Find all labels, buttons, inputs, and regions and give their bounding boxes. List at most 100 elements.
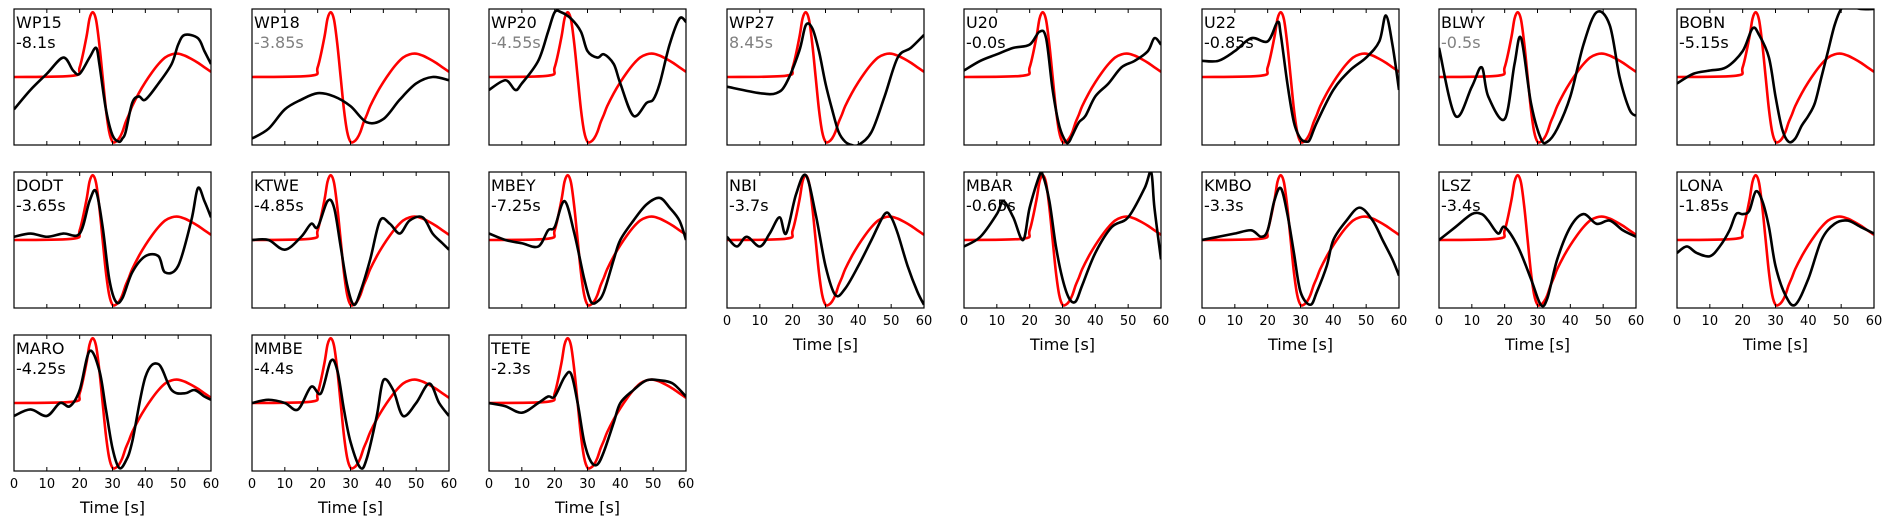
synthetic-trace (14, 173, 211, 307)
synthetic-trace (14, 10, 211, 144)
x-tick-label: 40 (1325, 314, 1342, 329)
panel-maro: MARO-4.25s 0 10 20 30 40 50 60 Time [s] (10, 334, 220, 517)
x-tick-label: 10 (39, 477, 56, 492)
x-tick-label: 10 (514, 477, 531, 492)
x-tick-label: 60 (441, 477, 458, 492)
x-tick-label: 30 (104, 477, 121, 492)
x-tick-label: 60 (1628, 314, 1645, 329)
time-shift-label: -3.4s (1441, 196, 1481, 215)
panel-wp18: WP18-3.85s (251, 8, 450, 146)
station-label: BLWY (1441, 13, 1485, 32)
observed-trace (252, 198, 449, 307)
observed-trace (1202, 186, 1399, 307)
x-tick-label: 40 (1562, 314, 1579, 329)
x-tick-label: 60 (1153, 314, 1170, 329)
observed-trace (252, 75, 449, 140)
observed-trace (489, 9, 686, 118)
station-label: WP27 (729, 13, 775, 32)
station-label: DODT (16, 176, 63, 195)
time-shift-label: -5.15s (1679, 33, 1729, 52)
x-tick-label: 30 (342, 477, 359, 492)
station-label: WP20 (491, 13, 537, 32)
x-tick-label: 30 (1529, 314, 1546, 329)
x-axis-label: Time [s] (1267, 335, 1333, 354)
panel-bobn: BOBN-5.15s (1676, 8, 1875, 146)
observed-trace (14, 349, 211, 470)
panel-wp15: WP15-8.1s (13, 8, 212, 146)
x-tick-label: 30 (579, 477, 596, 492)
x-axis-label: Time [s] (554, 498, 620, 517)
x-tick-label: 10 (1702, 314, 1719, 329)
x-tick-label: 40 (612, 477, 629, 492)
x-tick-label: 10 (989, 314, 1006, 329)
x-tick-label: 50 (1358, 314, 1375, 329)
x-tick-label: 50 (1833, 314, 1850, 329)
x-tick-label: 40 (1087, 314, 1104, 329)
x-tick-label: 20 (1496, 314, 1513, 329)
time-shift-label: -4.55s (491, 33, 541, 52)
x-tick-label: 60 (1866, 314, 1883, 329)
panel-u20: U20-0.0s (963, 8, 1162, 146)
x-tick-label: 10 (1227, 314, 1244, 329)
x-tick-label: 60 (1391, 314, 1408, 329)
time-shift-label: -7.25s (491, 196, 541, 215)
x-tick-label: 40 (850, 314, 867, 329)
time-shift-label: 8.45s (729, 33, 773, 52)
x-tick-label: 10 (277, 477, 294, 492)
time-shift-label: -0.5s (1441, 33, 1481, 52)
x-tick-label: 0 (248, 477, 256, 492)
x-tick-label: 20 (71, 477, 88, 492)
observed-trace (727, 173, 924, 306)
x-tick-label: 60 (203, 477, 220, 492)
x-tick-label: 0 (10, 477, 18, 492)
panel-blwy: BLWY-0.5s (1438, 8, 1637, 146)
synthetic-trace (1202, 10, 1399, 144)
synthetic-trace (489, 10, 686, 144)
station-label: LONA (1679, 176, 1723, 195)
time-shift-label: -4.85s (254, 196, 304, 215)
observed-trace (964, 29, 1161, 145)
observed-trace (14, 33, 211, 144)
x-axis-label: Time [s] (1742, 335, 1808, 354)
panel-mbey: MBEY-7.25s (488, 171, 687, 309)
x-axis-label: Time [s] (1504, 335, 1570, 354)
time-shift-label: -1.85s (1679, 196, 1729, 215)
x-tick-label: 20 (1734, 314, 1751, 329)
station-label: LSZ (1441, 176, 1471, 195)
x-tick-label: 60 (678, 477, 695, 492)
time-shift-label: -4.4s (254, 359, 294, 378)
panel-mbar: MBAR-0.65s 0 10 20 30 40 50 60 Time [s] (960, 171, 1169, 354)
x-tick-label: 0 (723, 314, 731, 329)
x-axis-label: Time [s] (79, 498, 145, 517)
observed-trace (964, 172, 1161, 304)
x-tick-label: 0 (960, 314, 968, 329)
time-shift-label: -3.85s (254, 33, 304, 52)
station-label: U20 (966, 13, 998, 32)
observed-trace (489, 196, 686, 305)
panel-ktwe: KTWE-4.85s (251, 171, 450, 309)
x-tick-label: 50 (1595, 314, 1612, 329)
panel-lsz: LSZ-3.4s 0 10 20 30 40 50 60 Time [s] (1435, 171, 1645, 354)
observed-trace (1677, 9, 1874, 144)
x-tick-label: 10 (1464, 314, 1481, 329)
x-tick-label: 0 (1435, 314, 1443, 329)
synthetic-trace (1677, 173, 1874, 307)
synthetic-trace (489, 173, 686, 307)
x-tick-label: 20 (1021, 314, 1038, 329)
x-axis-label: Time [s] (317, 498, 383, 517)
x-axis-label: Time [s] (792, 335, 858, 354)
x-tick-label: 30 (1054, 314, 1071, 329)
synthetic-trace (252, 10, 449, 144)
time-shift-label: -3.7s (729, 196, 769, 215)
x-tick-label: 60 (916, 314, 933, 329)
x-axis-label: Time [s] (1029, 335, 1095, 354)
x-tick-label: 40 (137, 477, 154, 492)
panel-lona: LONA-1.85s 0 10 20 30 40 50 60 Time [s] (1673, 171, 1883, 354)
station-label: TETE (490, 339, 531, 358)
station-label: MMBE (254, 339, 303, 358)
x-tick-label: 20 (784, 314, 801, 329)
station-label: MARO (16, 339, 64, 358)
station-label: KMBO (1204, 176, 1252, 195)
x-tick-label: 0 (1673, 314, 1681, 329)
